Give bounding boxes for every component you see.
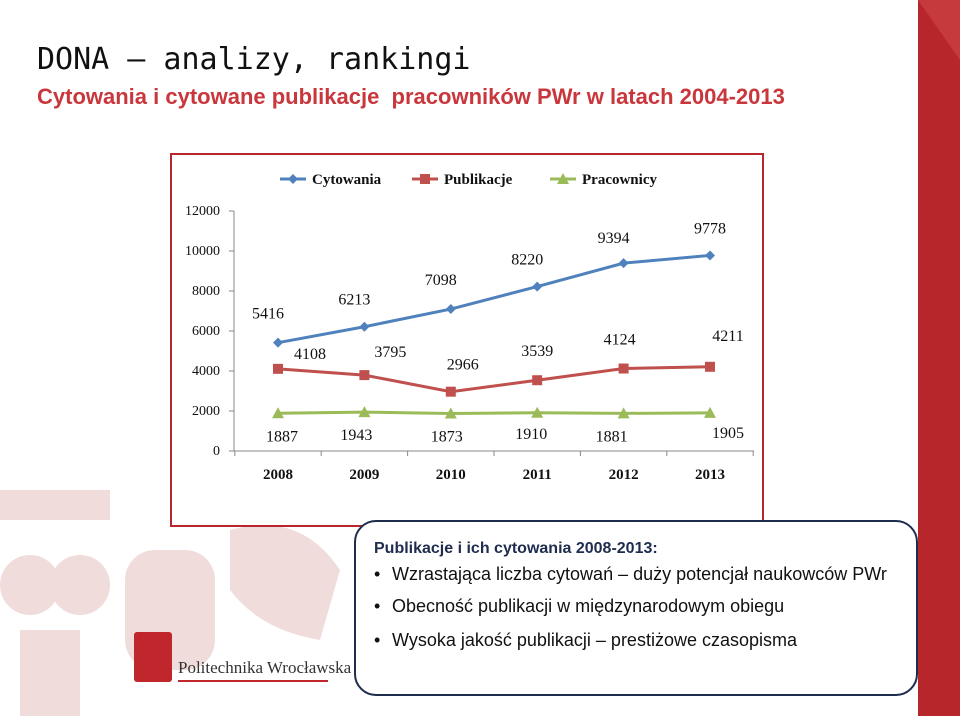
data-point [273, 337, 283, 348]
data-label: 9778 [694, 220, 726, 237]
legend-marker [288, 174, 298, 184]
data-point [618, 363, 629, 374]
line-chart: 12000 10000 8000 6000 4000 2000 0 2008 2009 2010 2… [185, 172, 754, 483]
decorative-right-band [918, 0, 960, 716]
summary-box: Publikacje i ich cytowania 2008-2013: • W… [354, 520, 918, 696]
y-tick-label: 8000 [192, 284, 220, 299]
summary-item: • Obecność publikacji w międzynarodowym o… [372, 596, 916, 616]
data-label: 1887 [266, 428, 298, 445]
x-tick-label: 2011 [523, 467, 552, 483]
data-label: 8220 [511, 252, 543, 269]
page-subtitle: Cytowania i cytowane publikacje pracowni… [37, 84, 785, 109]
y-tick-label: 6000 [192, 324, 220, 339]
data-label: 4211 [712, 328, 743, 345]
page-title: DONA – analizy, rankingi [37, 42, 471, 77]
y-tick-label: 2000 [192, 404, 220, 419]
decorative-background-emblem [0, 490, 340, 716]
logo-underline [178, 680, 328, 682]
summary-item-text: Obecność publikacji w międzynarodowym ob… [392, 596, 785, 616]
series-line-publikacje [277, 365, 711, 394]
data-label: 1881 [596, 428, 628, 445]
data-label: 3795 [374, 344, 406, 361]
data-point [359, 370, 370, 381]
data-label: 5416 [252, 306, 284, 323]
data-point [272, 407, 284, 419]
y-tick-label: 10000 [185, 244, 220, 259]
summary-item-text: Wysoka jakość publikacji – prestiżowe cz… [392, 630, 797, 650]
data-label: 1905 [712, 425, 744, 442]
x-tick-label: 2008 [263, 467, 293, 483]
bullet-icon: • [374, 596, 381, 616]
data-label: 4108 [294, 346, 326, 363]
y-tick-label: 4000 [192, 364, 220, 379]
y-tick-label: 12000 [185, 204, 220, 219]
bullet-icon: • [374, 630, 381, 650]
data-label: 3539 [521, 343, 553, 360]
data-point [532, 281, 543, 292]
data-point [705, 361, 715, 372]
legend-marker [557, 173, 569, 184]
eagle-crest-icon [134, 632, 172, 682]
data-label: 1873 [431, 429, 463, 446]
data-label: 2966 [447, 357, 479, 374]
series-line-cytowania [277, 253, 711, 345]
x-tick-label: 2013 [695, 467, 725, 483]
summary-list: • Wzrastająca liczba cytowań – duży poten… [372, 564, 916, 650]
data-point [359, 321, 370, 332]
x-tick-label: 2012 [609, 467, 639, 483]
data-point [531, 406, 544, 418]
summary-heading: Publikacje i ich cytowania 2008-2013: [374, 540, 658, 557]
legend-label: Pracownicy [582, 172, 657, 188]
legend-label: Cytowania [312, 172, 382, 188]
data-label: 4124 [604, 332, 636, 349]
bullet-icon: • [374, 564, 381, 584]
chart-frame: 12000 10000 8000 6000 4000 2000 0 2008 2009 2010 2… [170, 153, 764, 527]
data-point [445, 386, 456, 397]
data-label: 7098 [425, 272, 457, 289]
summary-item-text: Wzrastająca liczba cytowań – duży potenc… [392, 564, 887, 584]
data-point [532, 375, 543, 386]
data-point [445, 304, 456, 315]
y-tick-label: 0 [213, 444, 220, 459]
summary-item: • Wysoka jakość publikacji – prestiżowe c… [372, 630, 916, 650]
x-tick-label: 2010 [436, 467, 466, 483]
logo-text: Politechnika Wrocławska [178, 658, 352, 677]
data-label: 6213 [338, 292, 370, 309]
data-point [617, 407, 630, 419]
summary-item: • Wzrastająca liczba cytowań – duży poten… [372, 564, 916, 584]
data-point [444, 407, 457, 419]
university-logo: Politechnika Wrocławska [130, 630, 351, 692]
data-label: 1910 [515, 426, 547, 443]
legend-marker [420, 174, 430, 184]
data-label: 1943 [340, 427, 372, 444]
data-point [358, 406, 371, 418]
data-point [618, 258, 629, 269]
data-point [704, 406, 716, 418]
data-label: 9394 [598, 230, 630, 247]
legend-label: Publikacje [444, 172, 513, 188]
series-line-pracownicy [277, 410, 711, 416]
data-point [705, 250, 715, 261]
x-tick-label: 2009 [349, 467, 379, 483]
data-point [273, 363, 283, 374]
